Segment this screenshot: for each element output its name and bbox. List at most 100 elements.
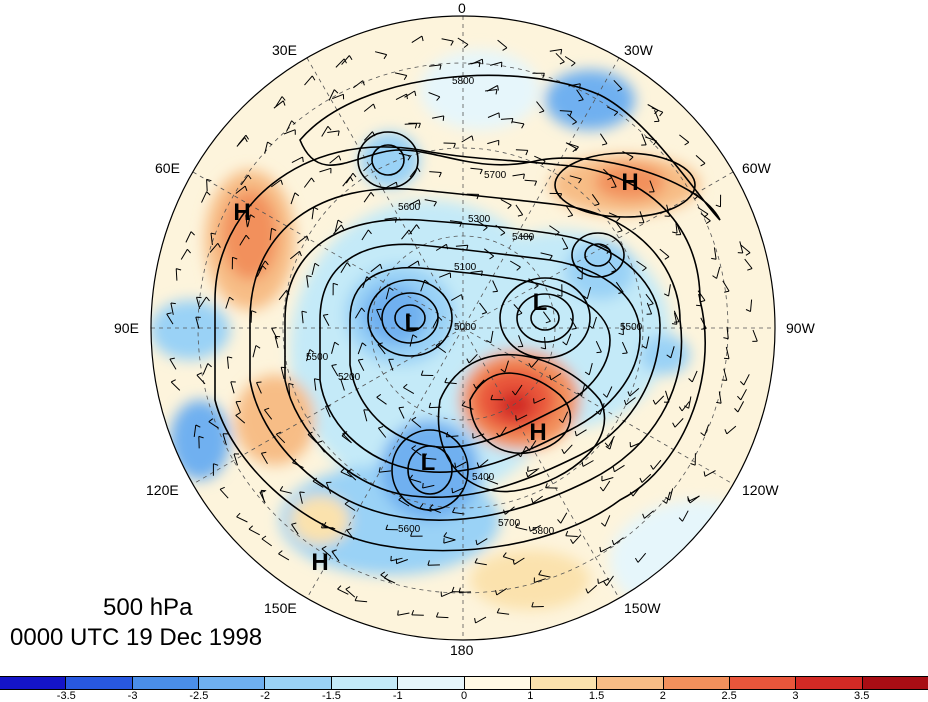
wind-barb <box>361 229 369 241</box>
wind-barb-feather <box>322 521 327 527</box>
wind-barb-feather <box>734 408 739 413</box>
wind-barb-feather <box>723 337 729 340</box>
wind-barb-feather <box>599 486 604 492</box>
wind-barb <box>378 427 387 438</box>
wind-barb <box>444 382 457 385</box>
wind-barb <box>411 35 423 44</box>
high-label-150e: H <box>311 549 328 576</box>
wind-barb-feather <box>545 320 551 324</box>
wind-barb <box>576 429 587 437</box>
wind-barb-feather <box>560 49 563 55</box>
wind-barb <box>475 616 487 624</box>
wind-barb <box>645 136 657 142</box>
wind-barb-feather <box>337 585 342 590</box>
colorbar-tick-label: -3 <box>127 690 138 702</box>
wind-barb <box>419 507 432 512</box>
wind-barb-feather <box>418 123 421 129</box>
wind-barb <box>312 480 324 488</box>
wind-barb-feather <box>333 89 339 94</box>
wind-barb-feather <box>476 194 480 200</box>
contour-label: 5400 <box>512 232 535 243</box>
wind-barb-feather <box>570 538 574 544</box>
colorbar-tick-label: -2 <box>260 690 271 702</box>
contour-label: 5500 <box>620 322 643 333</box>
wind-barb-feather <box>549 374 552 381</box>
wind-barb <box>291 524 299 535</box>
wind-barb-feather <box>311 75 316 81</box>
colorbar-tick-label: 2 <box>659 690 666 702</box>
wind-barb-feather <box>533 398 535 404</box>
wind-barb <box>429 171 442 173</box>
wind-barb <box>598 578 610 585</box>
wind-barb-feather <box>664 256 670 260</box>
wind-barb <box>564 56 576 64</box>
wind-barb-feather <box>515 522 519 528</box>
wind-barb-feather <box>261 535 267 540</box>
wind-barb-feather <box>427 560 430 566</box>
wind-barb <box>407 260 419 268</box>
wind-barb <box>726 326 729 339</box>
wind-barb <box>687 189 699 197</box>
wind-barb-feather <box>321 545 327 550</box>
wind-barb <box>562 411 569 423</box>
wind-barb-feather <box>606 249 611 254</box>
wind-barb-feather <box>539 110 545 114</box>
wind-barb-feather <box>436 96 441 101</box>
contour-label: 5800 <box>452 76 475 87</box>
wind-barb <box>325 482 332 494</box>
wind-barb <box>226 356 229 369</box>
wind-barb <box>606 386 613 398</box>
wind-barb-feather <box>575 146 579 152</box>
wind-barb-feather <box>623 399 627 405</box>
wind-barb <box>185 231 192 243</box>
wind-barb <box>363 131 373 141</box>
wind-barb <box>637 552 647 563</box>
lon-label-180: 180 <box>450 642 474 658</box>
wind-barb-feather <box>653 140 657 146</box>
wind-barb <box>496 587 507 596</box>
wind-barb-feather <box>361 307 366 313</box>
wind-barb-feather <box>442 115 445 121</box>
wind-barb-feather <box>281 96 286 101</box>
wind-barb-feather <box>255 345 261 349</box>
wind-barb <box>403 387 415 395</box>
wind-barb <box>264 141 268 154</box>
wind-barb <box>675 221 678 234</box>
wind-barb-feather <box>341 432 347 437</box>
wind-barb <box>549 48 562 52</box>
wind-barb <box>474 562 487 566</box>
wind-barb <box>608 260 617 271</box>
wind-barb-feather <box>419 503 424 509</box>
wind-barb <box>436 616 449 619</box>
wind-barb <box>487 139 499 145</box>
wind-barb-feather <box>198 435 204 439</box>
wind-barb <box>455 244 468 247</box>
wind-barb <box>665 390 670 403</box>
colorbar-tick-label: 3.5 <box>854 690 870 702</box>
wind-barb <box>645 336 650 349</box>
contour-label: 5000 <box>454 322 477 333</box>
wind-barb-feather <box>654 109 659 115</box>
wind-barb <box>470 167 483 170</box>
wind-barb <box>398 499 410 507</box>
wind-barb-feather <box>463 44 469 48</box>
colorbar-tick-label: -2.5 <box>189 690 209 702</box>
wind-barb <box>603 168 613 178</box>
wind-barb-feather <box>594 203 600 206</box>
wind-barb <box>689 495 700 504</box>
wind-barb-feather <box>235 412 241 416</box>
wind-barb-feather <box>406 94 408 100</box>
wind-barb <box>240 174 249 186</box>
wind-barb <box>704 424 710 436</box>
wind-barb-feather <box>403 75 408 81</box>
wind-barb-feather <box>525 471 529 477</box>
wind-barb <box>530 524 541 532</box>
wind-barb <box>513 557 525 565</box>
wind-barb <box>247 214 251 227</box>
wind-barb-feather <box>390 555 392 561</box>
wind-barb-feather <box>454 462 457 468</box>
wind-barb-feather <box>622 352 628 354</box>
high-label-60e: H <box>233 199 250 226</box>
wind-barb-feather <box>251 310 257 313</box>
wind-barb-feather <box>414 123 418 129</box>
